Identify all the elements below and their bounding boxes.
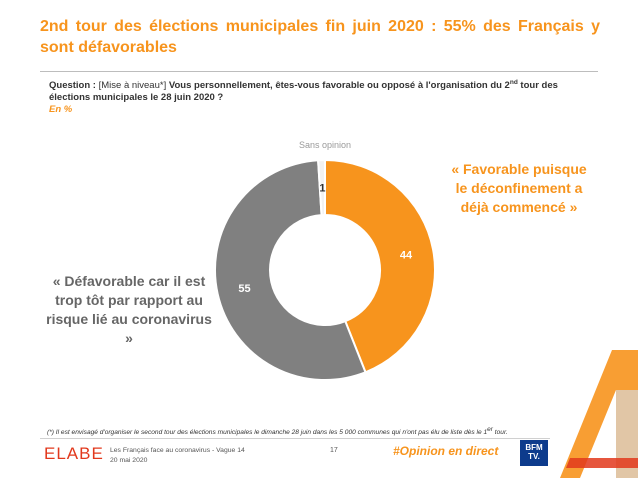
question-text-part2: tour des élections municipales le 28 jui… — [49, 80, 558, 104]
donut-value-label: 1 — [319, 183, 325, 195]
donut-slice-favorable — [324, 158, 436, 374]
title-divider — [40, 71, 598, 72]
donut-svg: 44 55 1 Sans opinion — [214, 140, 436, 381]
unit-label: En % — [49, 104, 73, 116]
donut-value-label: 55 — [238, 283, 250, 295]
elabe-triangle-icon — [560, 350, 638, 483]
question-label: Question : — [49, 80, 96, 92]
footnote-sup: er — [487, 426, 493, 433]
question-level: [Mise à niveau*] — [98, 80, 167, 92]
question-block: Question : [Mise à niveau*] Vous personn… — [49, 77, 597, 116]
donut-slice-d-favorable — [214, 159, 367, 381]
elabe-logo: ELABE — [44, 444, 104, 467]
donut-value-label: 44 — [400, 250, 413, 262]
question-text-part1: Vous personnellement, êtes-vous favorabl… — [168, 80, 510, 92]
bfmtv-logo-line1: BFM — [525, 443, 543, 452]
sans-opinion-annotation: Sans opinion — [299, 140, 351, 150]
question-text: Vous personnellement, êtes-vous favorabl… — [49, 79, 558, 104]
bfmtv-logo: BFM TV. — [520, 440, 548, 466]
hashtag: #Opinion en direct — [393, 444, 499, 458]
donut-chart: 44 55 1 Sans opinion — [200, 132, 450, 382]
footer-divider — [40, 438, 550, 439]
svg-text:ELABE: ELABE — [44, 444, 104, 462]
donut-slice-sans-opinion — [317, 158, 326, 217]
study-date: 20 mai 2020 — [110, 457, 148, 464]
footnote-part2: tour. — [492, 429, 508, 437]
footer-meta: Les Français face au coronavirus - Vague… — [110, 446, 245, 466]
bfmtv-logo-line2: TV. — [528, 452, 540, 461]
defavorable-callout: « Défavorable car il est trop tôt par ra… — [46, 273, 212, 346]
favorable-callout: « Favorable puisque le déconfinement a d… — [451, 161, 587, 215]
study-name: Les Français face au coronavirus - Vague… — [110, 447, 245, 454]
page-title: 2nd tour des élections municipales fin j… — [40, 18, 600, 56]
footnote: (*) Il est envisagé d'organiser le secon… — [47, 426, 607, 436]
page-number: 17 — [330, 447, 338, 454]
question-text-sup: nd — [509, 79, 518, 86]
footnote-part1: (*) Il est envisagé d'organiser le secon… — [47, 429, 488, 437]
